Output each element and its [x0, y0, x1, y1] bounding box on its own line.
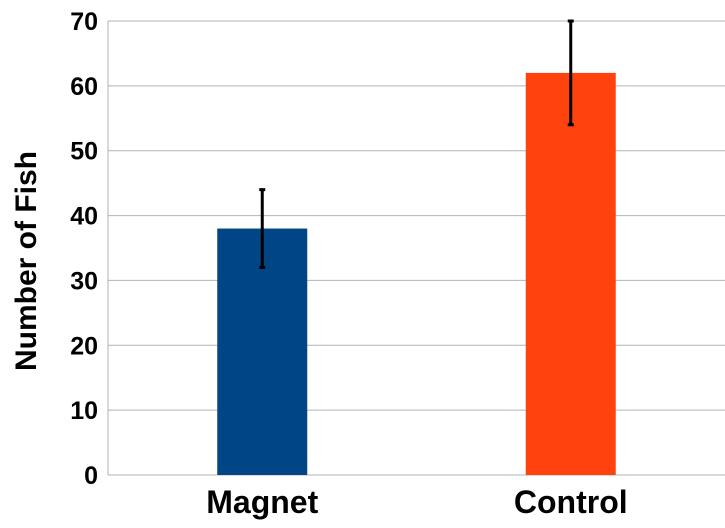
- error-bars: [259, 19, 574, 269]
- y-tick-label: 20: [70, 332, 98, 360]
- y-tick-label: 50: [70, 138, 98, 166]
- y-tick-label: 10: [70, 397, 98, 425]
- y-tick-label: 60: [70, 73, 98, 101]
- y-axis-ticks: 0 10 20 30 40 50 60 70: [70, 8, 98, 490]
- y-tick-label: 70: [70, 8, 98, 36]
- bars: [217, 72, 616, 475]
- gridlines: [107, 20, 725, 476]
- y-tick-label: 30: [70, 267, 98, 295]
- error-bar-control: [567, 19, 574, 127]
- bar-control: [525, 72, 616, 475]
- x-axis-categories: Magnet Control: [206, 484, 627, 520]
- x-category-label: Magnet: [206, 484, 318, 520]
- y-tick-label: 40: [70, 203, 98, 231]
- y-tick-label: 0: [84, 462, 98, 490]
- y-axis-title: Number of Fish: [10, 151, 43, 371]
- bar-magnet: [217, 228, 308, 475]
- x-category-label: Control: [514, 484, 628, 520]
- error-bar-magnet: [259, 188, 266, 269]
